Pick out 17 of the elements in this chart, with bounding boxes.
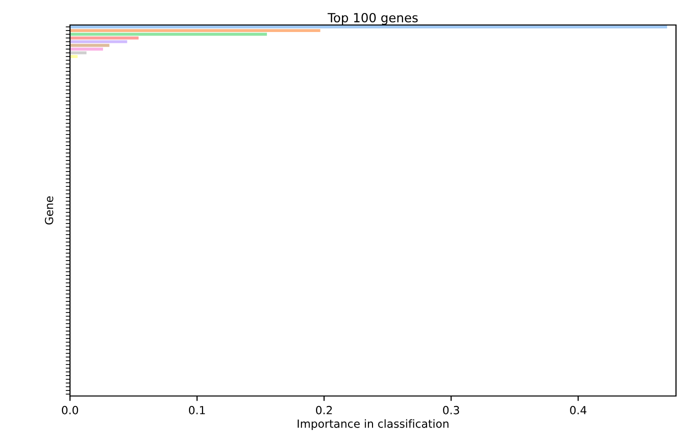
- bar: [70, 36, 139, 40]
- x-tick-label: 0.1: [188, 406, 205, 414]
- x-tick-label: 0.4: [570, 406, 586, 414]
- bar: [70, 40, 128, 44]
- bar: [70, 25, 668, 28]
- x-tick-label: 0.2: [316, 406, 332, 414]
- bar: [70, 44, 110, 47]
- bar: [70, 32, 267, 36]
- bar: [70, 55, 78, 58]
- bar: [70, 51, 87, 54]
- x-axis-title: Importance in classification: [298, 419, 448, 430]
- bar: [70, 48, 104, 51]
- x-tick-label: 0.3: [443, 406, 460, 414]
- chart-title: Top 100 genes: [328, 12, 418, 25]
- y-axis-title: Gene: [44, 196, 54, 225]
- bar: [70, 29, 320, 32]
- x-tick-label: 0.0: [62, 406, 78, 414]
